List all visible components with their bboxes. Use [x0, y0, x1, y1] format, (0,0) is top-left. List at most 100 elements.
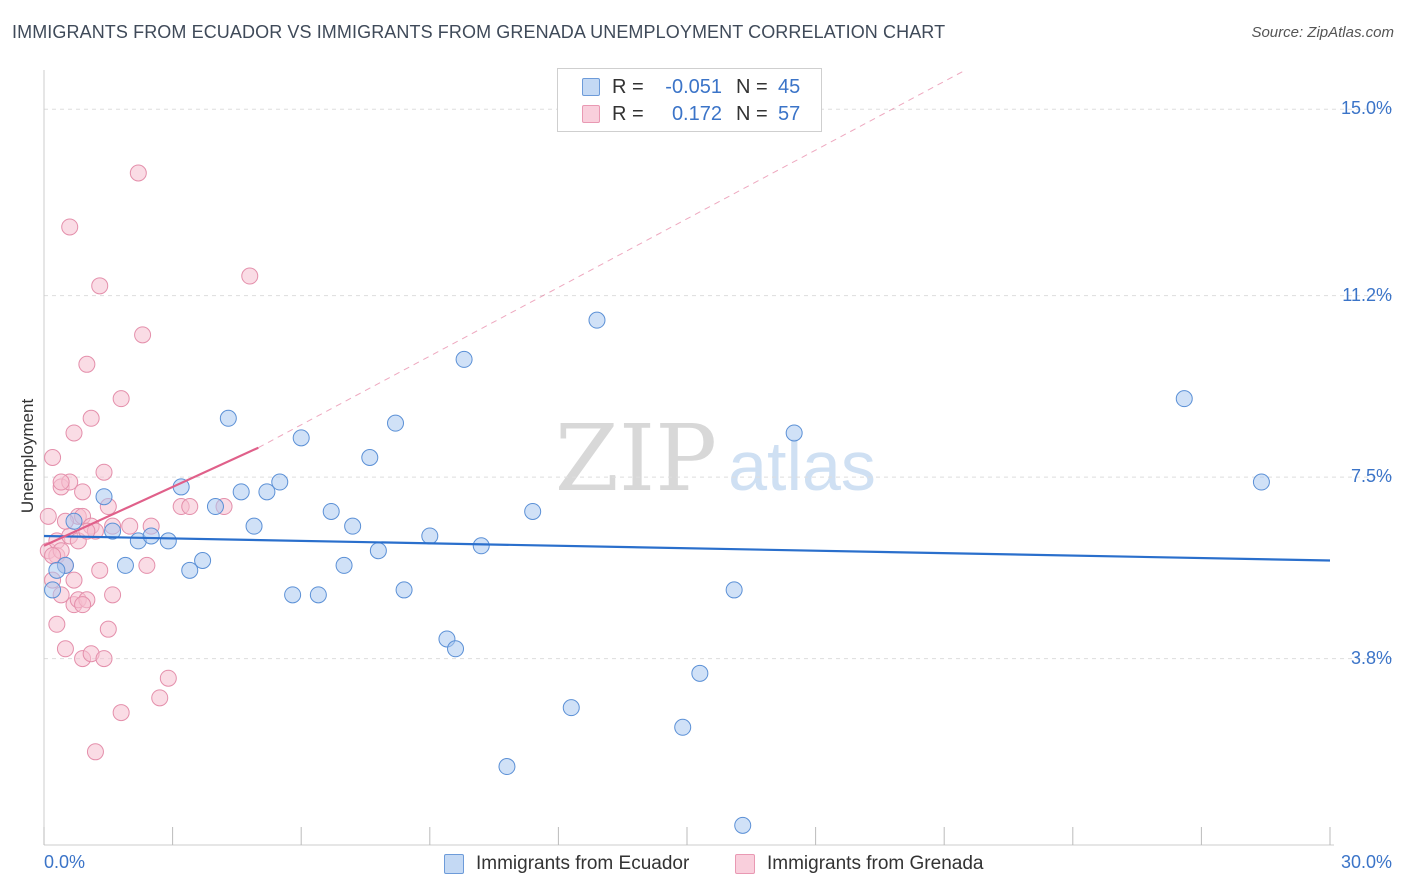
grenada-point — [52, 473, 70, 491]
grenada-point — [82, 409, 100, 427]
grenada-legend-swatch — [735, 854, 755, 874]
grenada-trend-line-extension — [258, 69, 966, 449]
ecuador-point — [1175, 390, 1193, 408]
ecuador-point — [734, 816, 752, 834]
grenada-point — [74, 483, 92, 501]
ecuador-point — [674, 718, 692, 736]
grenada-n-value: 57 — [778, 102, 801, 125]
ecuador-point — [206, 498, 224, 516]
ecuador-swatch — [582, 78, 600, 96]
grenada-point — [95, 650, 113, 668]
r-label: R = — [612, 102, 644, 125]
ecuador-n-value: 45 — [778, 75, 801, 98]
grenada-point — [61, 218, 79, 236]
grenada-point — [112, 704, 130, 722]
ecuador-point — [309, 586, 327, 604]
grenada-point — [44, 449, 62, 466]
ecuador-point — [335, 556, 353, 574]
ecuador-point — [421, 527, 439, 545]
watermark-atlas: atlas — [728, 427, 876, 505]
grenada-point — [138, 556, 156, 574]
ecuador-point — [472, 537, 490, 555]
grenada-point — [99, 620, 117, 638]
ecuador-point — [369, 542, 387, 560]
ecuador-point — [104, 522, 122, 540]
y-tick-label: 7.5% — [1350, 466, 1392, 487]
grenada-trend-line — [43, 446, 259, 547]
ecuador-point — [258, 483, 276, 501]
grenada-point — [86, 743, 104, 761]
ecuador-point — [159, 532, 177, 550]
ecuador-legend-label: Immigrants from Ecuador — [476, 853, 690, 874]
grenada-point — [181, 498, 199, 516]
n-label: N = — [736, 102, 768, 125]
ecuador-point — [95, 488, 113, 506]
ecuador-point — [194, 552, 212, 570]
legend-row-ecuador: R = -0.051 N = 45 — [582, 75, 800, 99]
grenada-point — [104, 586, 122, 604]
ecuador-point — [361, 449, 379, 466]
ecuador-trend-line — [43, 534, 1331, 562]
ecuador-points — [44, 311, 1270, 834]
ecuador-point — [116, 556, 134, 574]
ecuador-point — [232, 483, 250, 501]
ecuador-point — [785, 424, 803, 442]
x-tick-max: 30.0% — [1340, 852, 1392, 872]
watermark-zip: ZIP — [555, 405, 717, 512]
ecuador-point — [455, 350, 473, 368]
ecuador-point — [344, 517, 362, 535]
grenada-point — [56, 640, 74, 658]
source-label: Source: ZipAtlas.com — [1251, 24, 1394, 41]
n-label: N = — [736, 75, 768, 98]
y-tick-label: 3.8% — [1350, 647, 1392, 668]
grenada-point — [95, 463, 113, 481]
grenada-point — [134, 326, 152, 344]
ecuador-r-value: -0.051 — [665, 75, 722, 98]
legend-item-ecuador: Immigrants from Ecuador — [444, 852, 689, 876]
grenada-point — [78, 355, 96, 373]
ecuador-point — [292, 429, 310, 447]
trend-lines — [43, 69, 1331, 562]
ecuador-point — [48, 561, 66, 579]
ecuador-point — [219, 409, 237, 427]
grenada-point — [91, 561, 109, 579]
grenada-point — [121, 517, 139, 535]
grenada-point — [39, 507, 57, 525]
grenada-point — [241, 267, 259, 285]
ecuador-point — [65, 512, 83, 530]
grenada-point — [65, 571, 83, 589]
grenada-r-value: 0.172 — [671, 102, 722, 125]
grenada-point — [65, 424, 83, 442]
ecuador-point — [524, 502, 542, 520]
r-label: R = — [612, 75, 644, 98]
grid — [44, 108, 1392, 660]
ecuador-point — [395, 581, 413, 599]
y-tick-label: 11.2% — [1342, 284, 1392, 305]
ecuador-point — [725, 581, 743, 599]
grenada-point — [159, 669, 177, 687]
grenada-swatch — [582, 105, 600, 123]
grenada-point — [74, 596, 92, 614]
ecuador-point — [245, 517, 263, 535]
ecuador-point — [322, 502, 340, 520]
watermark: ZIP atlas — [555, 405, 876, 512]
ecuador-point — [498, 758, 516, 776]
ecuador-point — [44, 581, 62, 599]
grenada-point — [91, 277, 109, 295]
grenada-point — [48, 615, 66, 633]
grenada-point — [129, 164, 147, 182]
grenada-point — [112, 390, 130, 408]
ecuador-point — [387, 414, 405, 432]
axes — [43, 70, 1334, 846]
ecuador-point — [562, 699, 580, 717]
ecuador-point — [181, 561, 199, 579]
ecuador-point — [447, 640, 465, 658]
x-tick-min: 0.0% — [44, 852, 86, 872]
ecuador-point — [691, 664, 709, 682]
legend-item-grenada: Immigrants from Grenada — [735, 852, 983, 876]
ecuador-legend-swatch — [444, 854, 464, 874]
correlation-legend: R = -0.051 N = 45 R = 0.172 N = 57 — [557, 68, 822, 132]
ecuador-point — [284, 586, 302, 604]
y-tick-label: 15.0% — [1340, 98, 1392, 119]
